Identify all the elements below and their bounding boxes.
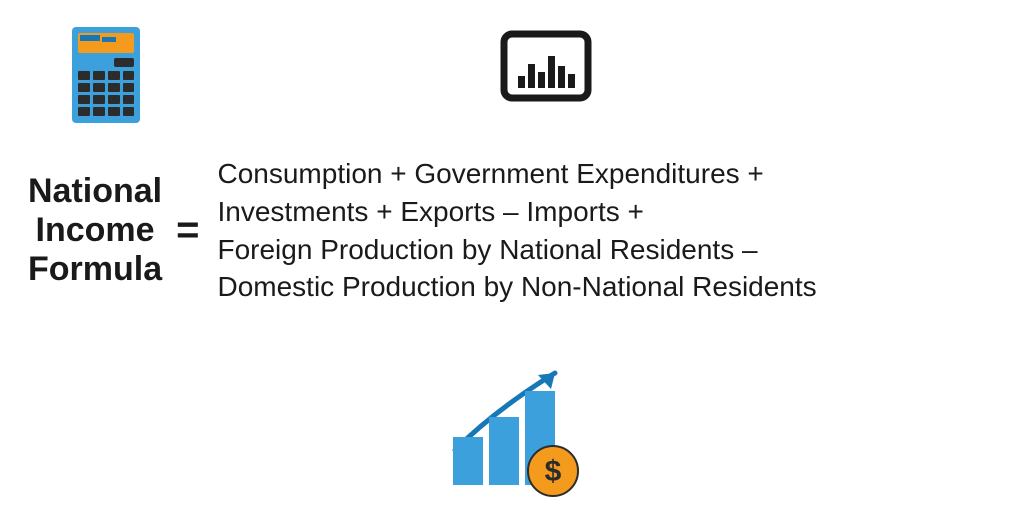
calculator-icon — [70, 25, 142, 130]
title-line1: National — [28, 172, 162, 210]
formula-title: National Income Formula — [28, 172, 162, 289]
growth-chart-icon: $ — [435, 355, 600, 505]
svg-text:$: $ — [545, 455, 562, 488]
bar-chart-box-icon — [500, 30, 592, 107]
formula-line2: Investments + Exports – Imports + — [217, 196, 643, 227]
formula-body: Consumption + Government Expenditures + … — [217, 155, 816, 306]
title-line3: Formula — [28, 250, 162, 288]
equals-sign: = — [176, 208, 199, 253]
formula-line3: Foreign Production by National Residents… — [217, 234, 757, 265]
formula-line1: Consumption + Government Expenditures + — [217, 158, 763, 189]
formula-line4: Domestic Production by Non-National Resi… — [217, 271, 816, 302]
title-line2: Income — [36, 211, 155, 249]
formula-container: National Income Formula = Consumption + … — [28, 155, 817, 306]
